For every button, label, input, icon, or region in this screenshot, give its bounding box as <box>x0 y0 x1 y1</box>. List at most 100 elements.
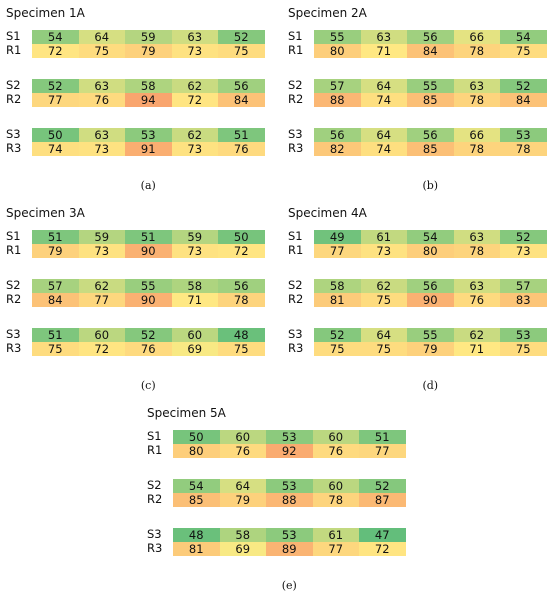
heatmap-cell: 87 <box>359 493 406 507</box>
heatmap-cell: 63 <box>360 30 407 44</box>
row-label-s: S1 <box>6 229 21 243</box>
heatmap-cell: 51 <box>218 128 265 142</box>
row-label-s: S2 <box>6 78 21 92</box>
heatmap-cell: 75 <box>500 342 547 356</box>
heatmap-cell: 73 <box>360 244 407 258</box>
heatmap-cell: 78 <box>218 293 265 307</box>
heatmap-cell: 56 <box>218 279 265 293</box>
heatmap-cell: 72 <box>32 44 79 58</box>
heatmap-cell: 84 <box>500 93 547 107</box>
heatmap-cell: 48 <box>218 328 265 342</box>
row-label-r: R1 <box>288 243 304 257</box>
heatmap-cell: 64 <box>360 328 407 342</box>
heatmap-cell: 73 <box>78 142 125 156</box>
heatmap-cell: 62 <box>453 328 500 342</box>
heatmap-cell: 72 <box>78 342 125 356</box>
row-label-s: S2 <box>288 78 303 92</box>
heatmap-cell: 61 <box>360 230 407 244</box>
heatmap-cell: 55 <box>314 30 361 44</box>
heatmap-cell: 52 <box>500 230 547 244</box>
heatmap-cell: 56 <box>407 279 454 293</box>
heatmap-cell: 79 <box>125 44 172 58</box>
heatmap-cell: 73 <box>171 142 218 156</box>
specimen-panel: Specimen 5A S1 50 60 53 60 51 R1 80 76 92 76 77 S2 54 6… <box>147 406 406 596</box>
heatmap-cell: 74 <box>32 142 79 156</box>
panel-title: Specimen 2A <box>288 6 367 20</box>
heatmap-cell: 63 <box>453 230 500 244</box>
heatmap-cell: 69 <box>219 542 266 556</box>
heatmap-cell: 78 <box>453 244 500 258</box>
heatmap-cell: 52 <box>359 479 406 493</box>
heatmap-cell: 63 <box>78 128 125 142</box>
heatmap-cell: 62 <box>360 279 407 293</box>
heatmap-cell: 64 <box>219 479 266 493</box>
heatmap-cell: 90 <box>125 293 172 307</box>
heatmap-cell: 90 <box>125 244 172 258</box>
heatmap-cell: 52 <box>218 30 265 44</box>
heatmap-cell: 58 <box>171 279 218 293</box>
heatmap-cell: 54 <box>407 230 454 244</box>
heatmap-cell: 77 <box>359 444 406 458</box>
panel-title: Specimen 4A <box>288 206 367 220</box>
row-label-r: R2 <box>288 92 304 106</box>
heatmap-cell: 77 <box>312 542 359 556</box>
heatmap-cell: 57 <box>314 79 361 93</box>
heatmap-cell: 51 <box>32 230 79 244</box>
row-label-r: R3 <box>288 341 304 355</box>
heatmap-cell: 59 <box>125 30 172 44</box>
heatmap-cell: 84 <box>32 293 79 307</box>
row-label-r: R1 <box>6 243 22 257</box>
row-label-s: S3 <box>288 127 303 141</box>
heatmap-cell: 84 <box>407 44 454 58</box>
heatmap-cell: 52 <box>500 79 547 93</box>
heatmap-cell: 73 <box>500 244 547 258</box>
row-label-s: S3 <box>6 327 21 341</box>
panel-caption: (e) <box>281 579 297 592</box>
row-label-r: R2 <box>288 292 304 306</box>
row-label-s: S2 <box>6 278 21 292</box>
heatmap-cell: 53 <box>266 430 313 444</box>
heatmap-cell: 75 <box>78 44 125 58</box>
row-label-r: R3 <box>147 541 163 555</box>
row-label-s: S2 <box>288 278 303 292</box>
heatmap-cell: 78 <box>453 93 500 107</box>
heatmap-cell: 80 <box>407 244 454 258</box>
heatmap-cell: 66 <box>453 128 500 142</box>
heatmap-cell: 56 <box>218 79 265 93</box>
row-label-s: S3 <box>288 327 303 341</box>
panel-caption: (b) <box>422 179 439 192</box>
heatmap-cell: 77 <box>32 93 79 107</box>
heatmap-cell: 77 <box>78 293 125 307</box>
row-label-s: S2 <box>147 478 162 492</box>
heatmap-cell: 53 <box>125 128 172 142</box>
heatmap-cell: 76 <box>78 93 125 107</box>
panel-caption: (c) <box>140 379 156 392</box>
heatmap-cell: 71 <box>453 342 500 356</box>
panel-title: Specimen 5A <box>147 406 226 420</box>
heatmap-cell: 74 <box>360 93 407 107</box>
row-label-r: R2 <box>6 92 22 106</box>
heatmap-cell: 56 <box>407 128 454 142</box>
row-label-r: R3 <box>288 141 304 155</box>
heatmap-cell: 47 <box>359 528 406 542</box>
heatmap-cell: 55 <box>407 328 454 342</box>
heatmap-cell: 60 <box>171 328 218 342</box>
heatmap-cell: 62 <box>171 128 218 142</box>
heatmap-cell: 79 <box>219 493 266 507</box>
heatmap-cell: 75 <box>360 293 407 307</box>
heatmap-cell: 75 <box>218 44 265 58</box>
heatmap-cell: 72 <box>359 542 406 556</box>
heatmap-cell: 55 <box>407 79 454 93</box>
heatmap-cell: 94 <box>125 93 172 107</box>
heatmap-cell: 88 <box>314 93 361 107</box>
heatmap-cell: 60 <box>78 328 125 342</box>
heatmap-cell: 64 <box>78 30 125 44</box>
heatmap-cell: 71 <box>360 44 407 58</box>
heatmap-cell: 52 <box>125 328 172 342</box>
heatmap-cell: 60 <box>312 479 359 493</box>
heatmap-cell: 75 <box>500 44 547 58</box>
panel-caption: (a) <box>140 179 156 192</box>
panel-title: Specimen 1A <box>6 6 85 20</box>
row-label-s: S3 <box>147 527 162 541</box>
heatmap-cell: 63 <box>171 30 218 44</box>
